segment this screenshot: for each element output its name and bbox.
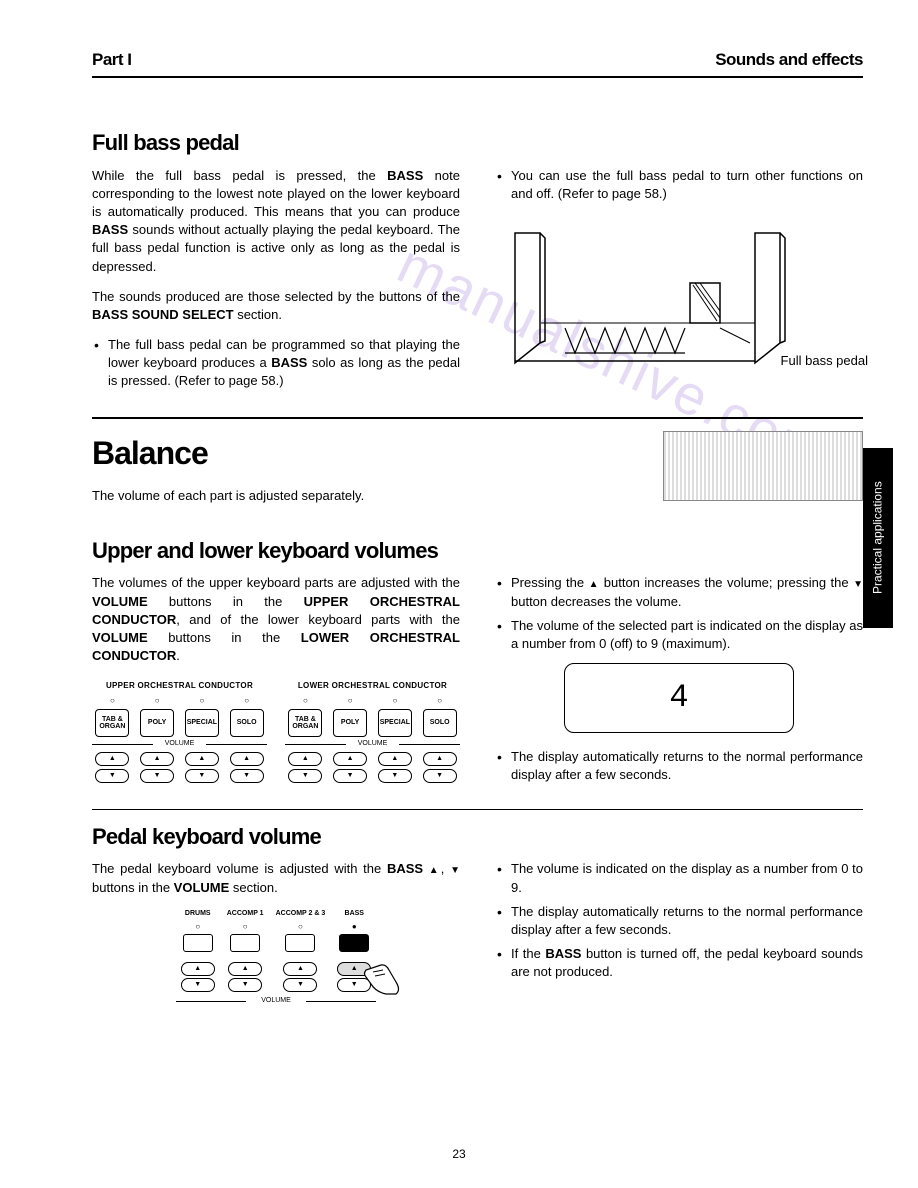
upper-conductor-title: UPPER ORCHESTRAL CONDUCTOR	[92, 680, 267, 691]
conductor-panel: UPPER ORCHESTRAL CONDUCTOR ○○○○ TAB & OR…	[92, 680, 460, 782]
section-title-upper-lower: Upper and lower keyboard volumes	[92, 536, 863, 567]
btn-tab-organ-l: TAB & ORGAN	[288, 709, 322, 737]
pv-para1: The pedal keyboard volume is adjusted wi…	[92, 860, 460, 896]
volume-panel: DRUMS○ ACCOMP 1○ ACCOMP 2 & 3○ BASS●	[92, 909, 460, 992]
ul-bullet3: The display automatically returns to the…	[495, 748, 863, 784]
pv-bullet1: The volume is indicated on the display a…	[495, 860, 863, 896]
fbp-bullet1: The full bass pedal can be programmed so…	[92, 336, 460, 391]
lower-conductor-title: LOWER ORCHESTRAL CONDUCTOR	[285, 680, 460, 691]
volume-section-label: VOLUME	[176, 996, 376, 1006]
fbp-para2: The sounds produced are those selected b…	[92, 288, 460, 324]
page-number: 23	[0, 1146, 918, 1163]
divider	[92, 417, 863, 419]
btn-poly-l: POLY	[333, 709, 367, 737]
volume-label: VOLUME	[92, 739, 267, 749]
btn-poly: POLY	[140, 709, 174, 737]
ul-para1: The volumes of the upper keyboard parts …	[92, 574, 460, 665]
page-header: Part I Sounds and effects	[92, 48, 863, 78]
btn-tab-organ: TAB & ORGAN	[95, 709, 129, 737]
btn-solo: SOLO	[230, 709, 264, 737]
pedal-illustration	[495, 223, 815, 383]
section-title-pedal-vol: Pedal keyboard volume	[92, 822, 863, 853]
balance-intro: The volume of each part is adjusted sepa…	[92, 487, 643, 505]
header-left: Part I	[92, 48, 132, 72]
fbp-bullet2: You can use the full bass pedal to turn …	[495, 167, 863, 203]
btn-solo-l: SOLO	[423, 709, 457, 737]
pedal-fig-label: Full bass pedal	[781, 352, 868, 370]
side-tab: Practical applications	[863, 448, 893, 628]
ul-bullet1: Pressing the ▲ button increases the volu…	[495, 574, 863, 610]
volume-label-l: VOLUME	[285, 739, 460, 749]
header-right: Sounds and effects	[715, 48, 863, 72]
ul-bullet2: The volume of the selected part is indic…	[495, 617, 863, 653]
pv-bullet2: The display automatically returns to the…	[495, 903, 863, 939]
divider-thin	[92, 809, 863, 810]
hand-icon	[361, 962, 406, 997]
display-figure: 4	[564, 663, 794, 733]
btn-special-l: SPECIAL	[378, 709, 412, 737]
section-title-full-bass: Full bass pedal	[92, 128, 863, 159]
fbp-para1: While the full bass pedal is pressed, th…	[92, 167, 460, 276]
section-title-balance: Balance	[92, 431, 643, 476]
pv-bullet3: If the BASS button is turned off, the pe…	[495, 945, 863, 981]
keyboard-thumbnail	[663, 431, 863, 501]
btn-special: SPECIAL	[185, 709, 219, 737]
